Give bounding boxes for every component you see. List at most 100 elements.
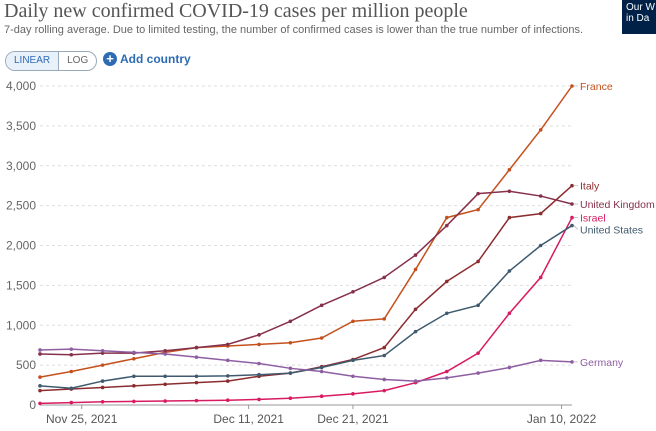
data-point — [538, 194, 543, 198]
data-point — [351, 392, 355, 396]
data-point — [225, 358, 230, 363]
data-point — [319, 303, 324, 308]
data-point — [163, 399, 167, 403]
data-point — [194, 380, 199, 385]
data-point — [100, 363, 105, 367]
data-point — [100, 400, 105, 404]
add-country-label: Add country — [120, 52, 191, 66]
series-label: France — [580, 81, 613, 93]
data-point — [38, 348, 42, 352]
data-point — [476, 207, 480, 212]
y-tick-label: 2,500 — [6, 199, 36, 213]
data-point — [132, 374, 136, 379]
series-line — [39, 85, 573, 378]
x-tick-label: Dec 21, 2021 — [317, 412, 389, 426]
series-line — [39, 348, 573, 382]
y-tick-label: 0 — [29, 398, 36, 412]
data-point — [570, 202, 574, 206]
data-point — [69, 386, 74, 391]
data-point — [194, 355, 199, 359]
data-point — [538, 275, 543, 280]
data-point — [570, 223, 574, 228]
data-point — [382, 345, 387, 350]
data-point — [507, 215, 512, 220]
data-point — [288, 371, 293, 375]
data-point — [538, 211, 543, 216]
log-scale-button[interactable]: LOG — [67, 55, 89, 66]
data-point — [382, 317, 387, 321]
data-point — [132, 356, 136, 361]
data-point — [69, 347, 74, 351]
series-label: Israel — [580, 213, 606, 225]
y-tick-label: 4,000 — [6, 79, 36, 93]
add-country-button[interactable]: + Add country — [103, 52, 191, 66]
data-point — [476, 303, 480, 308]
data-point — [38, 401, 42, 406]
logo-line-2: in Da — [626, 13, 650, 24]
x-tick-label: Jan 10, 2022 — [527, 412, 597, 426]
data-point — [382, 353, 387, 358]
plus-circle-icon: + — [103, 52, 117, 66]
data-point — [288, 340, 293, 345]
data-point — [413, 379, 418, 383]
data-point — [38, 388, 42, 393]
data-point — [351, 358, 355, 363]
data-point — [570, 360, 574, 364]
linear-scale-button[interactable]: LINEAR — [6, 52, 60, 70]
owid-logo[interactable]: Our W in Da — [622, 0, 656, 34]
data-point — [38, 352, 42, 356]
data-point — [194, 345, 199, 350]
data-point — [225, 398, 230, 403]
data-point — [288, 396, 293, 401]
series-line — [39, 185, 573, 392]
data-point — [382, 388, 387, 393]
chart-subtitle: 7-day rolling average. Due to limited te… — [4, 24, 584, 36]
data-point — [38, 384, 42, 388]
data-point — [476, 371, 480, 375]
data-point — [413, 253, 418, 257]
data-point — [257, 361, 261, 366]
data-point — [225, 374, 230, 378]
data-point — [257, 333, 261, 337]
data-point — [100, 385, 105, 390]
data-point — [413, 267, 418, 272]
data-point — [163, 382, 167, 387]
series-label: United States — [580, 225, 643, 237]
data-point — [194, 398, 199, 403]
data-point — [507, 311, 512, 316]
data-point — [445, 311, 449, 316]
data-point — [319, 365, 324, 370]
data-point — [194, 374, 199, 379]
data-point — [100, 379, 105, 383]
data-point — [351, 319, 355, 324]
data-point — [132, 399, 136, 404]
data-point — [538, 128, 543, 132]
data-point — [100, 348, 105, 353]
series-label: Germany — [580, 357, 624, 369]
data-point — [570, 84, 574, 88]
data-point — [507, 269, 512, 273]
data-point — [257, 372, 261, 377]
y-tick-label: 3,000 — [6, 159, 36, 173]
data-point — [507, 167, 512, 172]
y-tick-label: 1,000 — [6, 318, 36, 332]
data-point — [351, 289, 355, 294]
data-point — [257, 397, 261, 402]
data-point — [507, 189, 512, 194]
data-point — [445, 215, 449, 220]
y-tick-label: 3,500 — [6, 119, 36, 133]
data-point — [69, 400, 74, 405]
data-point — [507, 365, 512, 370]
series-label: United Kingdom — [580, 199, 655, 211]
data-point — [382, 377, 387, 382]
data-point — [445, 223, 449, 228]
data-point — [163, 348, 167, 353]
data-point — [445, 279, 449, 284]
series-line — [39, 217, 573, 405]
data-point — [319, 336, 324, 340]
data-point — [570, 215, 574, 220]
data-point — [445, 369, 449, 374]
series-line — [39, 190, 573, 356]
data-point — [445, 376, 449, 380]
data-point — [163, 352, 167, 356]
